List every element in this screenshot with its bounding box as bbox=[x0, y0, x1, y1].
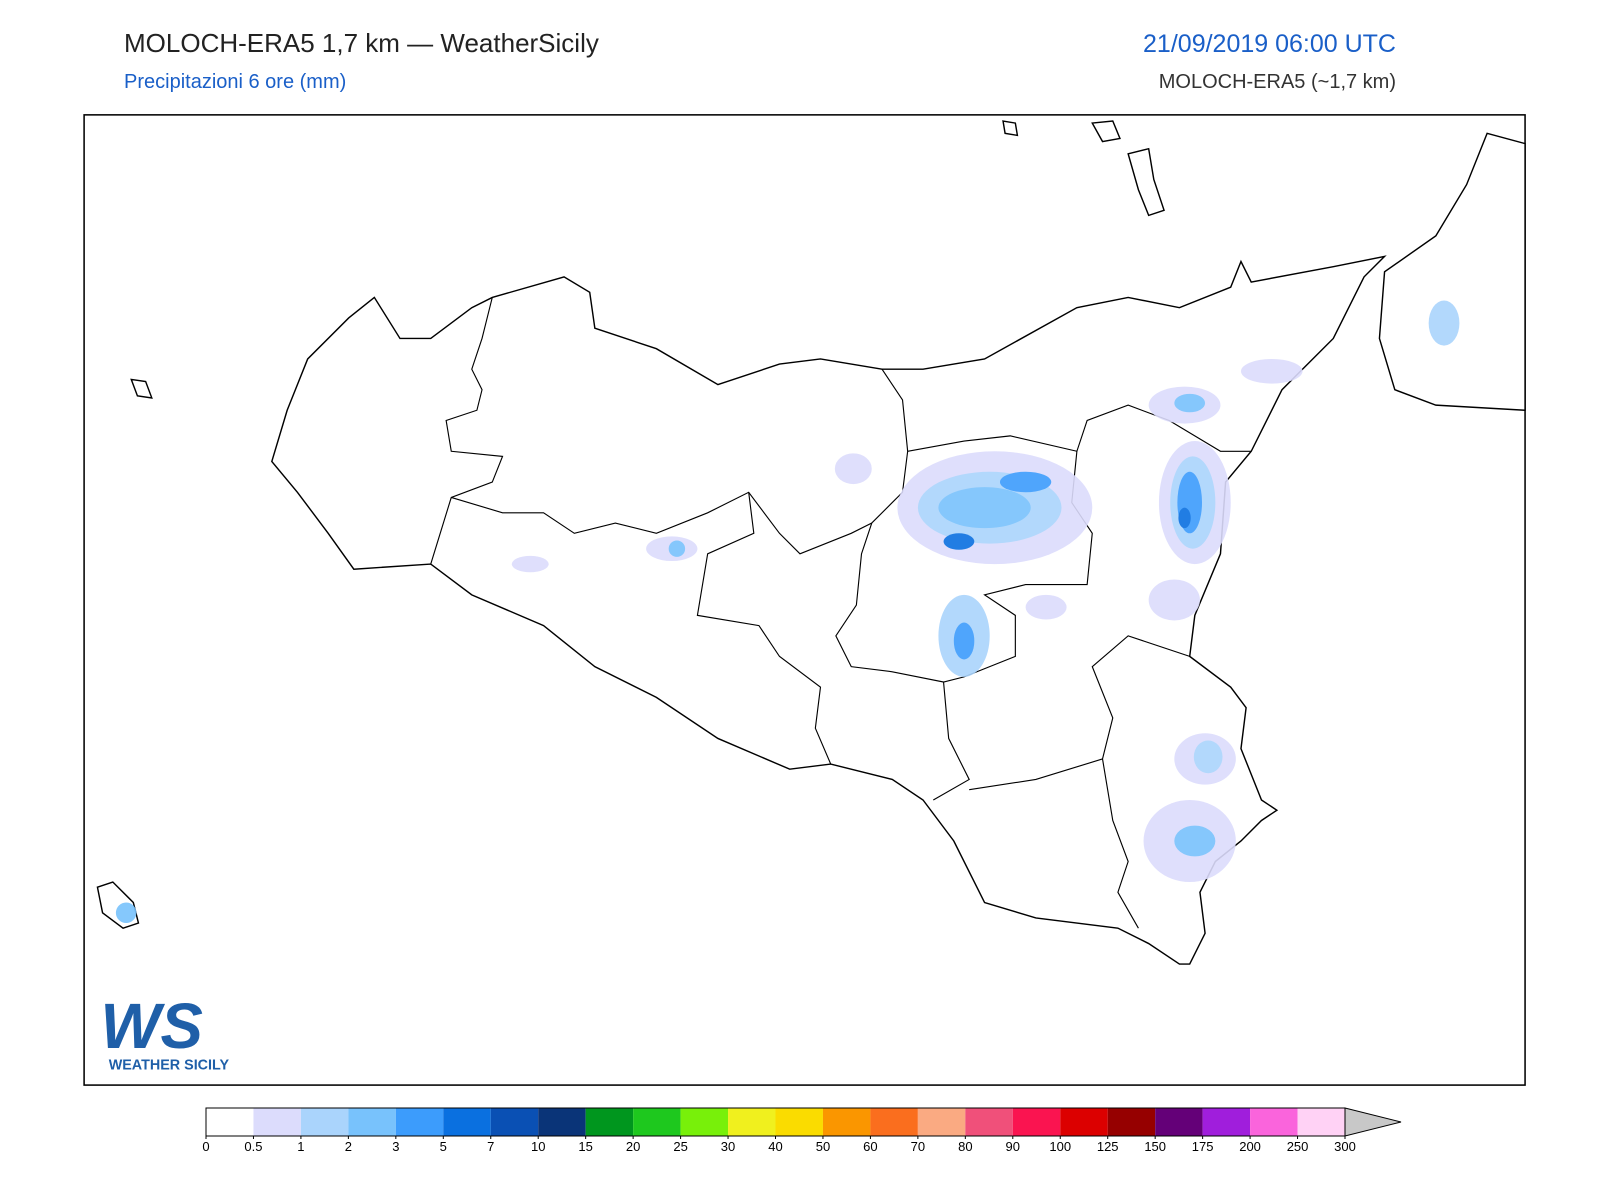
colorbar-tick-label: 70 bbox=[911, 1139, 925, 1154]
island bbox=[130, 378, 153, 399]
colorbar-bin bbox=[253, 1108, 301, 1136]
colorbar-tick-label: 90 bbox=[1006, 1139, 1020, 1154]
colorbar-bin bbox=[965, 1108, 1013, 1136]
colorbar-bin bbox=[490, 1108, 539, 1136]
colorbar-bin bbox=[1107, 1108, 1156, 1136]
colorbar-bin bbox=[633, 1108, 681, 1136]
logo-name: WEATHER SICILY bbox=[109, 1058, 230, 1074]
precipitation bbox=[115, 300, 1460, 924]
colorbar-tick-label: 15 bbox=[578, 1139, 592, 1154]
colorbar-bin bbox=[300, 1108, 349, 1136]
province-border bbox=[907, 404, 1252, 452]
logo-mark: WS bbox=[101, 991, 203, 1062]
colorbar-tick-label: 125 bbox=[1097, 1139, 1119, 1154]
colorbar-tick-label: 25 bbox=[673, 1139, 687, 1154]
map: WS WEATHER SICILY bbox=[83, 114, 1526, 1086]
colorbar-tick-label: 300 bbox=[1334, 1139, 1356, 1154]
province-border bbox=[969, 635, 1190, 791]
colorbar-tick-label: 0 bbox=[202, 1139, 209, 1154]
island bbox=[1002, 120, 1019, 137]
colorbar-tick-label: 200 bbox=[1239, 1139, 1261, 1154]
colorbar-bin bbox=[395, 1108, 444, 1136]
colorbar-extend bbox=[1344, 1107, 1402, 1137]
colorbar-bin bbox=[1202, 1108, 1251, 1136]
calabria-coast bbox=[1378, 132, 1526, 412]
colorbar-bin bbox=[206, 1108, 254, 1136]
colorbar-tick-label: 0.5 bbox=[244, 1139, 262, 1154]
colorbar-tick-label: 175 bbox=[1192, 1139, 1214, 1154]
subtitle: Precipitazioni 6 ore (mm) bbox=[124, 71, 346, 93]
colorbar-bin bbox=[443, 1108, 491, 1136]
colorbar-bin bbox=[1297, 1108, 1345, 1136]
colorbar-bin bbox=[822, 1108, 871, 1136]
colorbar-tick-label: 5 bbox=[440, 1139, 447, 1154]
province-border bbox=[430, 297, 504, 565]
colorbar-tick-label: 20 bbox=[626, 1139, 640, 1154]
title: MOLOCH-ERA5 1,7 km — WeatherSicily bbox=[124, 28, 599, 58]
colorbar-bin bbox=[1012, 1108, 1061, 1136]
model: MOLOCH-ERA5 (~1,7 km) bbox=[1159, 71, 1396, 93]
colorbar-bin bbox=[870, 1108, 918, 1136]
colorbar-tick-label: 7 bbox=[487, 1139, 494, 1154]
sicily-coast bbox=[270, 255, 1387, 965]
colorbar-bin bbox=[728, 1108, 776, 1136]
colorbar-bin bbox=[775, 1108, 823, 1136]
colorbar-bin bbox=[585, 1108, 634, 1136]
colorbar-tick-label: 150 bbox=[1144, 1139, 1166, 1154]
colorbar-bin bbox=[538, 1108, 586, 1136]
colorbar-tick-label: 30 bbox=[721, 1139, 735, 1154]
colorbar-tick-label: 100 bbox=[1049, 1139, 1071, 1154]
colorbar: 0 0.5 1 2 3 5 7 10 15 20 25 30 40 50 60 70 80 90 100 125 150… bbox=[202, 1107, 1402, 1154]
colorbar-tick-label: 1 bbox=[297, 1139, 304, 1154]
province-border bbox=[451, 368, 909, 555]
colorbar-bin bbox=[1250, 1108, 1298, 1136]
colorbar-tick-label: 80 bbox=[958, 1139, 972, 1154]
colorbar-bin bbox=[1060, 1108, 1108, 1136]
colorbar-tick-label: 50 bbox=[816, 1139, 830, 1154]
province-border bbox=[696, 492, 832, 765]
colorbar-tick-label: 60 bbox=[863, 1139, 877, 1154]
colorbar-tick-label: 2 bbox=[345, 1139, 352, 1154]
colorbar-bin bbox=[917, 1108, 966, 1136]
datetime: 21/09/2019 06:00 UTC bbox=[1143, 30, 1396, 58]
colorbar-bin bbox=[348, 1108, 396, 1136]
colorbar-bin bbox=[680, 1108, 729, 1136]
province-border bbox=[835, 522, 970, 801]
colorbar-tick-label: 10 bbox=[531, 1139, 545, 1154]
island bbox=[1127, 147, 1165, 217]
colorbar-tick-label: 250 bbox=[1287, 1139, 1309, 1154]
colorbar-bin bbox=[1155, 1108, 1203, 1136]
province-border bbox=[1101, 758, 1139, 929]
island bbox=[1091, 120, 1121, 143]
colorbar-tick-label: 40 bbox=[768, 1139, 782, 1154]
colorbar-tick-label: 3 bbox=[392, 1139, 399, 1154]
